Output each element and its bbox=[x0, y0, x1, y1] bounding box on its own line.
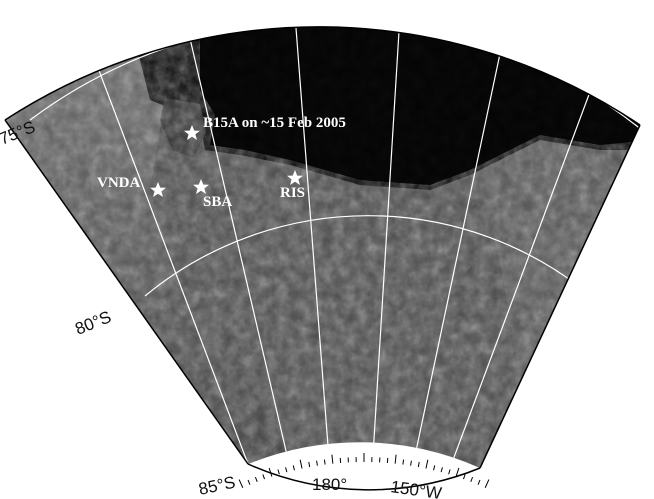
tick-marks bbox=[238, 453, 490, 488]
annotation-b15a: B15A on ~15 Feb 2005 bbox=[203, 115, 346, 131]
map-frame bbox=[4, 26, 641, 491]
tick-mark bbox=[308, 461, 311, 468]
meridian-2 bbox=[187, 29, 291, 468]
tick-mark bbox=[402, 459, 405, 465]
tick-mark bbox=[238, 479, 244, 488]
tick-mark bbox=[299, 459, 303, 469]
tick-mark bbox=[262, 474, 265, 480]
lon-label-150w: 150°W bbox=[389, 477, 442, 499]
tick-mark bbox=[254, 476, 258, 482]
tick-mark bbox=[247, 479, 251, 485]
site-markers bbox=[150, 125, 303, 197]
tick-mark bbox=[455, 467, 460, 477]
site-label-sba: SBA bbox=[203, 194, 232, 210]
lon-label-180: 180° bbox=[312, 475, 347, 494]
tick-mark bbox=[292, 465, 295, 471]
star-marker-b15a bbox=[184, 125, 200, 140]
tick-mark bbox=[331, 454, 334, 464]
star-marker-vnda bbox=[150, 182, 166, 197]
tick-mark bbox=[417, 461, 420, 468]
tick-mark bbox=[285, 467, 288, 473]
tick-mark bbox=[477, 479, 481, 485]
tick-mark bbox=[425, 459, 429, 469]
site-label-vnda: VNDA bbox=[97, 175, 140, 191]
star-marker-ris bbox=[287, 170, 303, 185]
meridian-3 bbox=[294, 26, 331, 468]
tick-mark bbox=[394, 454, 397, 464]
site-label-ris: RIS bbox=[280, 185, 305, 201]
tick-mark bbox=[448, 469, 451, 475]
meridian-1 bbox=[94, 59, 249, 465]
parallel-80s bbox=[144, 215, 591, 297]
star-marker-sba bbox=[193, 179, 209, 194]
tick-mark bbox=[463, 474, 466, 480]
meridian-6 bbox=[449, 64, 601, 468]
tick-mark bbox=[323, 459, 326, 465]
lat-label-80s: 80°S bbox=[72, 307, 113, 338]
tick-mark bbox=[277, 469, 280, 475]
tick-mark bbox=[440, 467, 443, 473]
meridian-4 bbox=[371, 26, 401, 468]
tick-mark bbox=[268, 467, 273, 477]
meridian-5 bbox=[411, 29, 506, 468]
tick-mark bbox=[484, 479, 490, 488]
tick-mark bbox=[410, 460, 412, 466]
lat-label-85s: 85°S bbox=[197, 473, 237, 499]
tick-mark bbox=[316, 460, 318, 466]
tick-mark bbox=[470, 476, 474, 482]
tick-mark bbox=[433, 465, 436, 471]
